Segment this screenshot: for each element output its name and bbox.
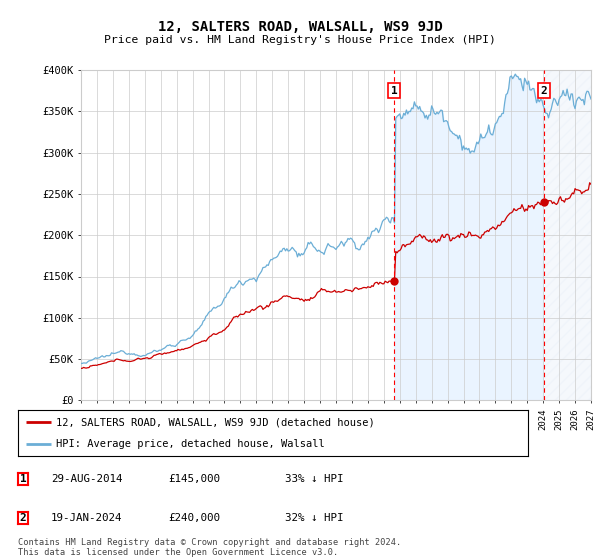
Text: HPI: Average price, detached house, Walsall: HPI: Average price, detached house, Wals…	[56, 439, 325, 449]
Text: 12, SALTERS ROAD, WALSALL, WS9 9JD (detached house): 12, SALTERS ROAD, WALSALL, WS9 9JD (deta…	[56, 417, 375, 427]
Text: 2: 2	[541, 86, 547, 96]
Text: 1: 1	[391, 86, 398, 96]
Text: £240,000: £240,000	[168, 513, 220, 523]
Text: 32% ↓ HPI: 32% ↓ HPI	[285, 513, 343, 523]
Text: 33% ↓ HPI: 33% ↓ HPI	[285, 474, 343, 484]
Text: 12, SALTERS ROAD, WALSALL, WS9 9JD: 12, SALTERS ROAD, WALSALL, WS9 9JD	[158, 20, 442, 34]
Text: £145,000: £145,000	[168, 474, 220, 484]
Text: 19-JAN-2024: 19-JAN-2024	[51, 513, 122, 523]
Text: Contains HM Land Registry data © Crown copyright and database right 2024.
This d: Contains HM Land Registry data © Crown c…	[18, 538, 401, 557]
Text: 1: 1	[20, 474, 26, 484]
Text: 2: 2	[20, 513, 26, 523]
Text: Price paid vs. HM Land Registry's House Price Index (HPI): Price paid vs. HM Land Registry's House …	[104, 35, 496, 45]
Text: 29-AUG-2014: 29-AUG-2014	[51, 474, 122, 484]
